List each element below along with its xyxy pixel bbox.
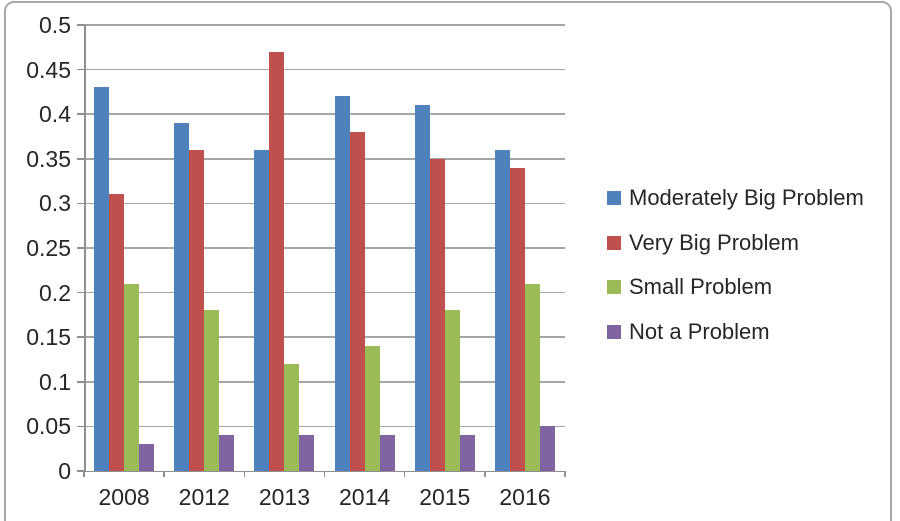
y-axis-tick-label: 0.15	[26, 324, 71, 351]
y-axis-tick	[77, 202, 84, 205]
bar	[334, 96, 350, 471]
legend-swatch-icon	[607, 235, 621, 250]
x-axis-label: 2016	[499, 484, 551, 510]
legend-item: Small Problem	[607, 265, 864, 310]
y-axis-tick-label: 0.35	[26, 145, 71, 172]
bar	[364, 346, 380, 471]
y-axis-tick	[77, 381, 84, 383]
gridline	[84, 381, 565, 383]
bar	[94, 87, 110, 471]
y-axis-tick	[77, 68, 84, 71]
bar	[459, 435, 475, 471]
x-axis-label: 2012	[178, 484, 230, 510]
legend-label: Small Problem	[629, 274, 773, 300]
gridline	[84, 247, 565, 249]
x-axis-tick	[323, 471, 326, 477]
bar-group	[164, 25, 244, 471]
bar	[524, 283, 540, 471]
bar-group	[485, 25, 565, 471]
x-axis-tick	[403, 471, 406, 477]
gridline	[84, 113, 565, 115]
y-axis-tick-label: 0.2	[39, 279, 71, 306]
y-axis-tick-label: 0.1	[39, 368, 71, 395]
y-axis-tick-label: 0	[58, 458, 71, 484]
bar	[349, 132, 365, 471]
plot-area	[84, 24, 565, 471]
x-axis-label: 2015	[419, 484, 471, 510]
gridline	[84, 68, 565, 71]
legend-item: Very Big Problem	[607, 221, 864, 266]
bar	[174, 123, 190, 471]
y-axis-tick	[77, 291, 84, 294]
x-axis-tick	[243, 471, 246, 477]
legend-label: Very Big Problem	[629, 229, 799, 255]
y-axis-tick	[77, 470, 84, 472]
bar	[254, 149, 270, 471]
bar	[539, 426, 555, 471]
bar	[124, 283, 140, 471]
bar-group	[325, 25, 405, 471]
y-axis-tick-label: 0.5	[39, 12, 71, 38]
y-axis-tick	[77, 425, 84, 428]
y-axis-tick	[77, 336, 84, 338]
legend-item: Moderately Big Problem	[607, 176, 864, 221]
bar	[494, 149, 510, 471]
bar	[269, 51, 285, 471]
bar	[299, 435, 315, 471]
bar	[284, 363, 300, 471]
gridline	[84, 336, 565, 338]
x-axis-labels: 2008 2012 2013 2014 2015 2016	[84, 484, 565, 511]
gridline	[84, 202, 565, 205]
x-axis-tick	[484, 471, 486, 477]
x-axis-tick	[564, 471, 566, 477]
legend-label: Not a Problem	[629, 318, 770, 344]
y-axis-tick-label: 0.25	[26, 235, 71, 261]
y-axis-tick-label: 0.05	[26, 413, 71, 440]
legend-label: Moderately Big Problem	[629, 185, 864, 211]
x-axis-label: 2014	[339, 484, 391, 510]
gridlines	[84, 24, 565, 471]
bar	[414, 105, 430, 471]
y-axis-tick	[77, 24, 84, 26]
bar-groups	[84, 25, 565, 471]
y-axis-tick	[77, 113, 84, 115]
legend-swatch-icon	[607, 324, 621, 339]
legend-item: Not a Problem	[607, 310, 864, 355]
x-axis-tick	[83, 471, 85, 477]
legend-swatch-icon	[607, 280, 621, 295]
gridline	[84, 24, 565, 26]
gridline	[84, 158, 565, 160]
legend-swatch-icon	[607, 191, 621, 206]
bar-group	[405, 25, 485, 471]
bar	[379, 435, 395, 471]
bar	[204, 310, 220, 471]
gridline	[84, 291, 565, 294]
y-axis-tick-label: 0.45	[26, 56, 71, 83]
bar	[509, 167, 525, 471]
y-axis-tick-label: 0.4	[39, 101, 71, 128]
y-axis-line	[84, 25, 86, 472]
bar-group	[84, 25, 164, 471]
bar	[109, 194, 125, 471]
bar	[429, 158, 445, 471]
bar	[189, 149, 205, 471]
y-axis-tick	[77, 158, 84, 160]
bar	[139, 444, 155, 471]
x-axis-label: 2008	[98, 484, 150, 510]
bar	[219, 435, 235, 471]
x-axis-tick	[163, 471, 165, 477]
legend: Moderately Big Problem Very Big Problem Sm…	[607, 176, 864, 354]
bar	[444, 310, 460, 471]
bar-group	[244, 25, 324, 471]
x-axis-label: 2013	[258, 484, 311, 510]
y-axis-tick	[77, 247, 84, 249]
gridline	[84, 425, 565, 428]
y-axis-tick-label: 0.3	[39, 190, 71, 217]
